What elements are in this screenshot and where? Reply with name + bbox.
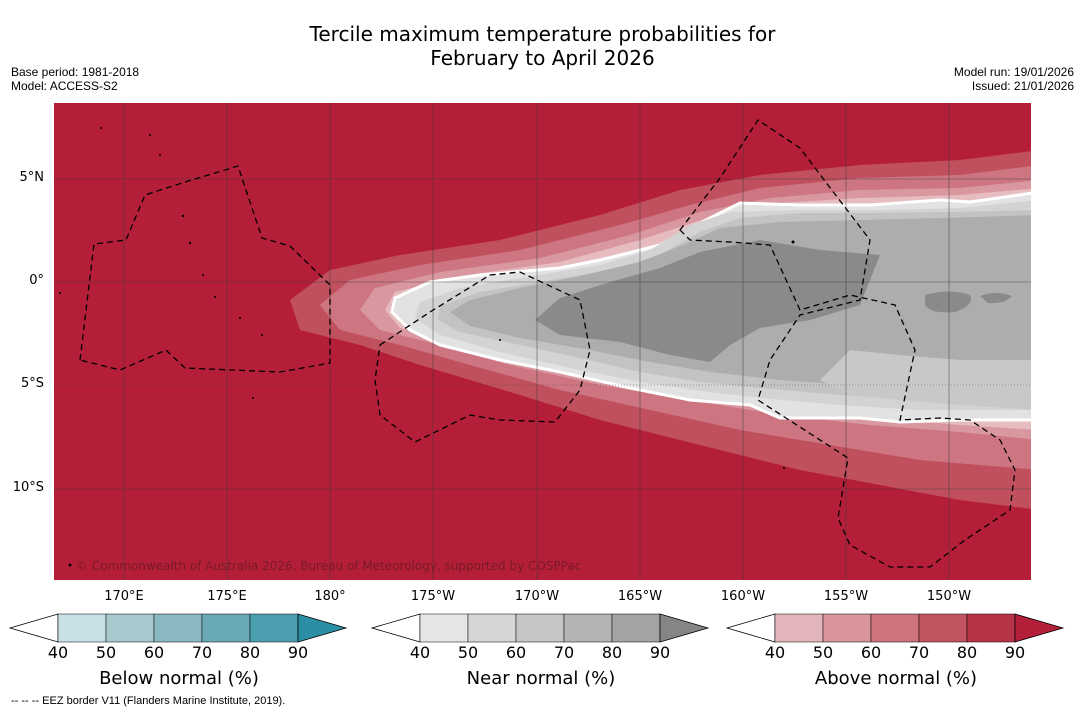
below-cbar-segment [249, 613, 299, 643]
near-normal-label: Near normal (%) [466, 668, 616, 689]
issued-date: Issued: 21/01/2026 [971, 79, 1074, 93]
near-normal-colorbar [370, 613, 710, 643]
island-dots [59, 127, 795, 567]
lon-tick-175w: 175°W [410, 589, 456, 604]
lat-tick-5s: 5°S [20, 376, 44, 391]
above-cbar-tick: 60 [860, 643, 882, 662]
above-cbar-segment [918, 613, 968, 643]
below-cbar-tick: 80 [239, 643, 261, 662]
near-cbar-tick: 90 [649, 643, 671, 662]
lon-tick-180: 180° [314, 589, 346, 604]
near-cbar-segment [419, 613, 469, 643]
model-name: Model: ACCESS-S2 [11, 79, 118, 93]
near-cbar-segment [611, 613, 661, 643]
above-cbar-segment [870, 613, 920, 643]
near-cbar-tick: 40 [409, 643, 431, 662]
eez-border-west [79, 165, 331, 373]
below-cbar-tick: 70 [191, 643, 213, 662]
near-cbar-tick: 50 [457, 643, 479, 662]
above-cbar-tick: 70 [908, 643, 930, 662]
near-cbar-segment [563, 613, 613, 643]
near-cbar-tick: 60 [505, 643, 527, 662]
title-line-2: February to April 2026 [430, 46, 655, 70]
below-cbar-tick: 50 [95, 643, 117, 662]
near-normal-lighter-patch [820, 350, 1031, 410]
lat-tick-10s: 10°S [12, 480, 44, 495]
near-normal-80-small [925, 291, 971, 313]
near-cbar-tick: 70 [553, 643, 575, 662]
lon-tick-160w: 160°W [720, 589, 766, 604]
lon-tick-155w: 155°W [823, 589, 869, 604]
below-cbar-tick: 40 [47, 643, 69, 662]
above-cbar-segment [822, 613, 872, 643]
meta-right: Model run: 19/01/2026 Issued: 21/01/2026 [954, 65, 1074, 93]
near-normal-80-small-2 [980, 293, 1012, 304]
above-normal-label: Above normal (%) [814, 668, 978, 689]
near-cbar-segment [515, 613, 565, 643]
lon-tick-170w: 170°W [514, 589, 560, 604]
below-cbar-extend-high [297, 613, 348, 643]
lat-tick-5n: 5°N [19, 170, 45, 185]
below-cbar-segment [153, 613, 203, 643]
above-cbar-tick: 80 [956, 643, 978, 662]
lon-tick-175e: 175°E [207, 589, 247, 604]
above-cbar-extend-high [1014, 613, 1065, 643]
below-normal-label: Below normal (%) [99, 668, 259, 689]
near-cbar-segment [467, 613, 517, 643]
chart-title: Tercile maximum temperature probabilitie… [0, 22, 1085, 70]
near-cbar-extend-high [659, 613, 710, 643]
lat-tick-0: 0° [29, 273, 44, 288]
eez-border-central [374, 271, 591, 443]
near-normal-80 [535, 240, 880, 362]
below-cbar-extend-low [8, 613, 59, 643]
eez-borders [79, 119, 1016, 568]
lon-tick-150w: 150°W [926, 589, 972, 604]
lon-tick-165w: 165°W [617, 589, 663, 604]
meta-left: Base period: 1981-2018 Model: ACCESS-S2 [11, 65, 139, 93]
eez-footnote: -- -- -- EEZ border V11 (Flanders Marine… [11, 695, 286, 707]
below-normal-colorbar [8, 613, 348, 643]
colorbars [8, 613, 1065, 643]
below-cbar-segment [105, 613, 155, 643]
below-cbar-tick: 60 [143, 643, 165, 662]
below-cbar-segment [57, 613, 107, 643]
copyright-notice: © Commonwealth of Australia 2026, Bureau… [76, 559, 582, 573]
above-cbar-tick: 50 [812, 643, 834, 662]
below-cbar-tick: 90 [287, 643, 309, 662]
below-cbar-segment [201, 613, 251, 643]
lon-tick-170e: 170°E [104, 589, 144, 604]
near-cbar-extend-low [370, 613, 421, 643]
title-line-1: Tercile maximum temperature probabilitie… [309, 22, 776, 46]
above-cbar-tick: 90 [1004, 643, 1026, 662]
model-run: Model run: 19/01/2026 [953, 65, 1074, 79]
eez-border-east-north [679, 119, 1016, 568]
above-cbar-segment [774, 613, 824, 643]
base-period: Base period: 1981-2018 [11, 65, 140, 79]
near-cbar-tick: 80 [601, 643, 623, 662]
above-normal-colorbar [725, 613, 1065, 643]
above-cbar-segment [966, 613, 1016, 643]
above-cbar-tick: 40 [764, 643, 786, 662]
above-cbar-extend-low [725, 613, 776, 643]
map-field [54, 103, 1031, 580]
